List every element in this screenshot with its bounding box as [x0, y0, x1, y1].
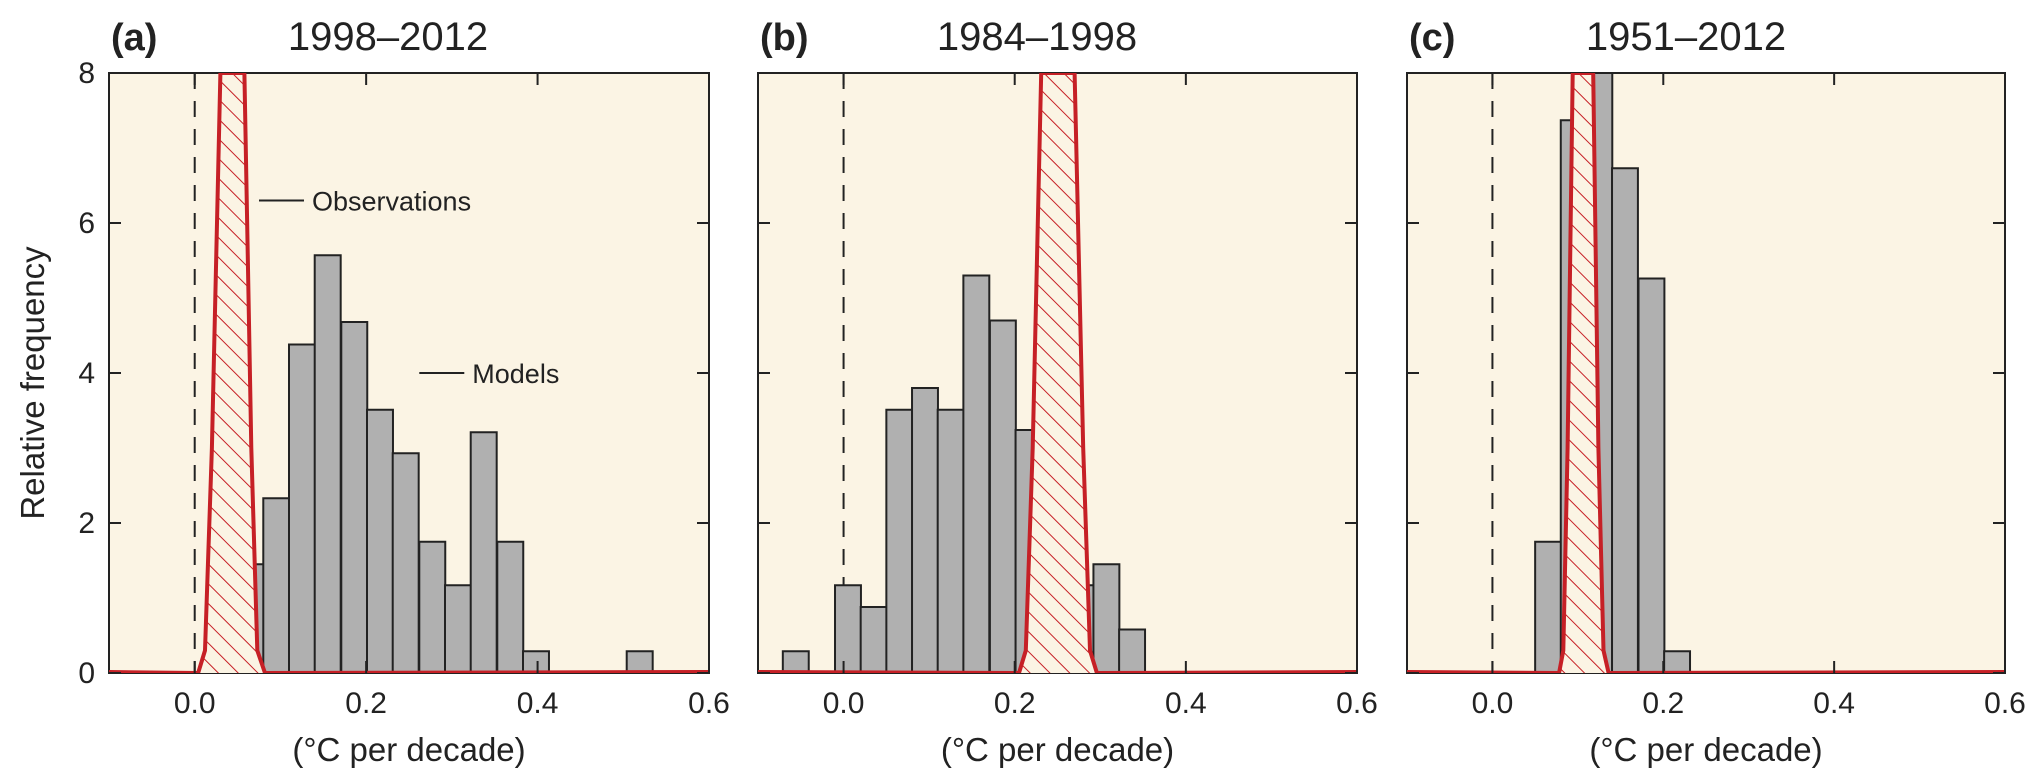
panel-label: (a) [111, 17, 157, 59]
model-bar-6 [962, 274, 991, 673]
model-bar-3 [313, 254, 342, 673]
plot-area [1406, 72, 2006, 674]
plot-content [109, 73, 709, 673]
model-bar-5 [366, 408, 394, 673]
model-bar-11 [522, 650, 550, 673]
model-bar-8 [444, 584, 472, 673]
x-tick-label: 0.0 [1472, 687, 1514, 720]
model-bar-4 [340, 321, 369, 673]
y-tick-label: 6 [78, 207, 95, 240]
panel-b: 0.0 0.2 0.4 0.6 (°C per decade) (b) 1984–1998 [757, 15, 1378, 768]
observations-curve [1407, 73, 2005, 673]
annotation-observations: Observations [312, 187, 471, 217]
model-bar-3 [885, 408, 914, 673]
model-bar-7 [418, 540, 447, 673]
observations-curve [758, 73, 1357, 673]
x-axis-label: (°C per decade) [941, 731, 1174, 768]
panel-c: 0.0 0.2 0.4 0.6 (°C per decade) (c) 1951–2012 [1406, 15, 2026, 768]
x-tick-label: 0.2 [345, 687, 387, 720]
plot-content [758, 73, 1357, 673]
panel-title: 1998–2012 [288, 15, 488, 59]
x-axis-label: (°C per decade) [292, 731, 525, 768]
model-bar-12 [1118, 628, 1147, 673]
panel-a: 0 2 4 6 8 0.0 0.2 0.4 0.6 (°C per decade) (a) 1998–… [78, 15, 730, 768]
model-bar-10 [496, 540, 525, 673]
x-tick-label: 0.6 [688, 687, 730, 720]
x-axis-label: (°C per decade) [1589, 731, 1822, 768]
x-tick-label: 0.0 [174, 687, 216, 720]
panel-label: (b) [760, 17, 809, 59]
model-bar-1 [262, 497, 291, 673]
panel-title: 1984–1998 [937, 15, 1137, 59]
model-bar-6 [391, 452, 420, 673]
x-tick-label: 0.4 [1165, 687, 1207, 720]
model-bar-2 [859, 606, 888, 673]
x-tick-label: 0.2 [994, 687, 1036, 720]
y-axis-label: Relative frequency [14, 246, 51, 520]
observations-curve [109, 73, 709, 673]
model-bar-4 [1637, 277, 1666, 673]
x-tick-label: 0.4 [1813, 687, 1855, 720]
model-bar-11 [1092, 563, 1121, 673]
model-bar-5 [936, 408, 965, 673]
model-bar-12 [625, 650, 654, 673]
model-bar-5 [1663, 650, 1692, 673]
model-bar-3 [1611, 167, 1639, 673]
plot-content [1407, 73, 2005, 673]
y-tick-label: 0 [78, 657, 95, 690]
x-tick-label: 0.2 [1642, 687, 1684, 720]
x-tick-label: 0.0 [823, 687, 865, 720]
panel-label: (c) [1409, 17, 1455, 59]
model-bar-0 [781, 650, 810, 673]
model-bar-0 [1534, 540, 1563, 673]
y-tick-label: 2 [78, 507, 95, 540]
model-bar-1 [834, 584, 862, 673]
x-tick-label: 0.6 [1336, 687, 1378, 720]
observations-hatch [198, 73, 265, 673]
panel-title: 1951–2012 [1586, 15, 1786, 59]
model-bar-9 [469, 431, 498, 673]
x-tick-label: 0.4 [517, 687, 559, 720]
model-bar-4 [911, 387, 939, 673]
x-tick-label: 0.6 [1984, 687, 2026, 720]
annotation-models: Models [472, 359, 559, 389]
y-tick-label: 8 [78, 57, 95, 90]
model-bar-7 [988, 319, 1017, 673]
y-tick-label: 4 [78, 357, 95, 390]
model-bar-2 [288, 343, 316, 673]
